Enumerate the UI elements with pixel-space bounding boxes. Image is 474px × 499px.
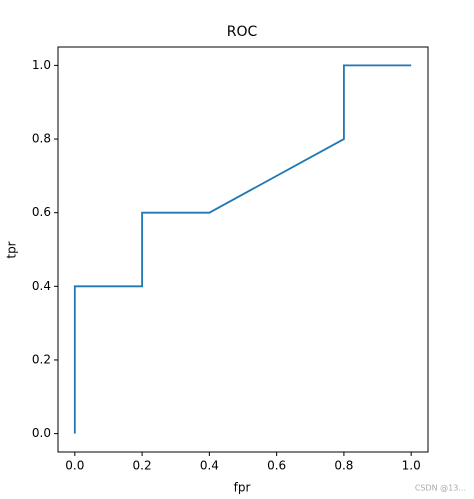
x-tick-label: 1.0 <box>402 459 421 473</box>
y-axis-label: tpr <box>5 241 19 258</box>
y-tick-label: 1.0 <box>32 58 51 72</box>
x-tick-label: 0.8 <box>334 459 353 473</box>
data-line <box>73 64 412 434</box>
x-axis-label: fpr <box>234 481 251 495</box>
y-tick-label: 0.4 <box>32 279 51 293</box>
y-tick-label: 0.8 <box>32 132 51 146</box>
x-tick-label: 0.0 <box>65 459 84 473</box>
y-tick-label: 0.0 <box>32 426 51 440</box>
watermark: CSDN @13... <box>415 484 466 493</box>
x-tick-label: 0.6 <box>267 459 286 473</box>
plot-frame <box>57 46 429 453</box>
x-tick-label: 0.2 <box>133 459 152 473</box>
chart-title: ROC <box>227 24 258 40</box>
x-tick-label: 0.4 <box>200 459 219 473</box>
y-tick-label: 0.6 <box>32 205 51 219</box>
y-tick-label: 0.2 <box>32 352 51 366</box>
